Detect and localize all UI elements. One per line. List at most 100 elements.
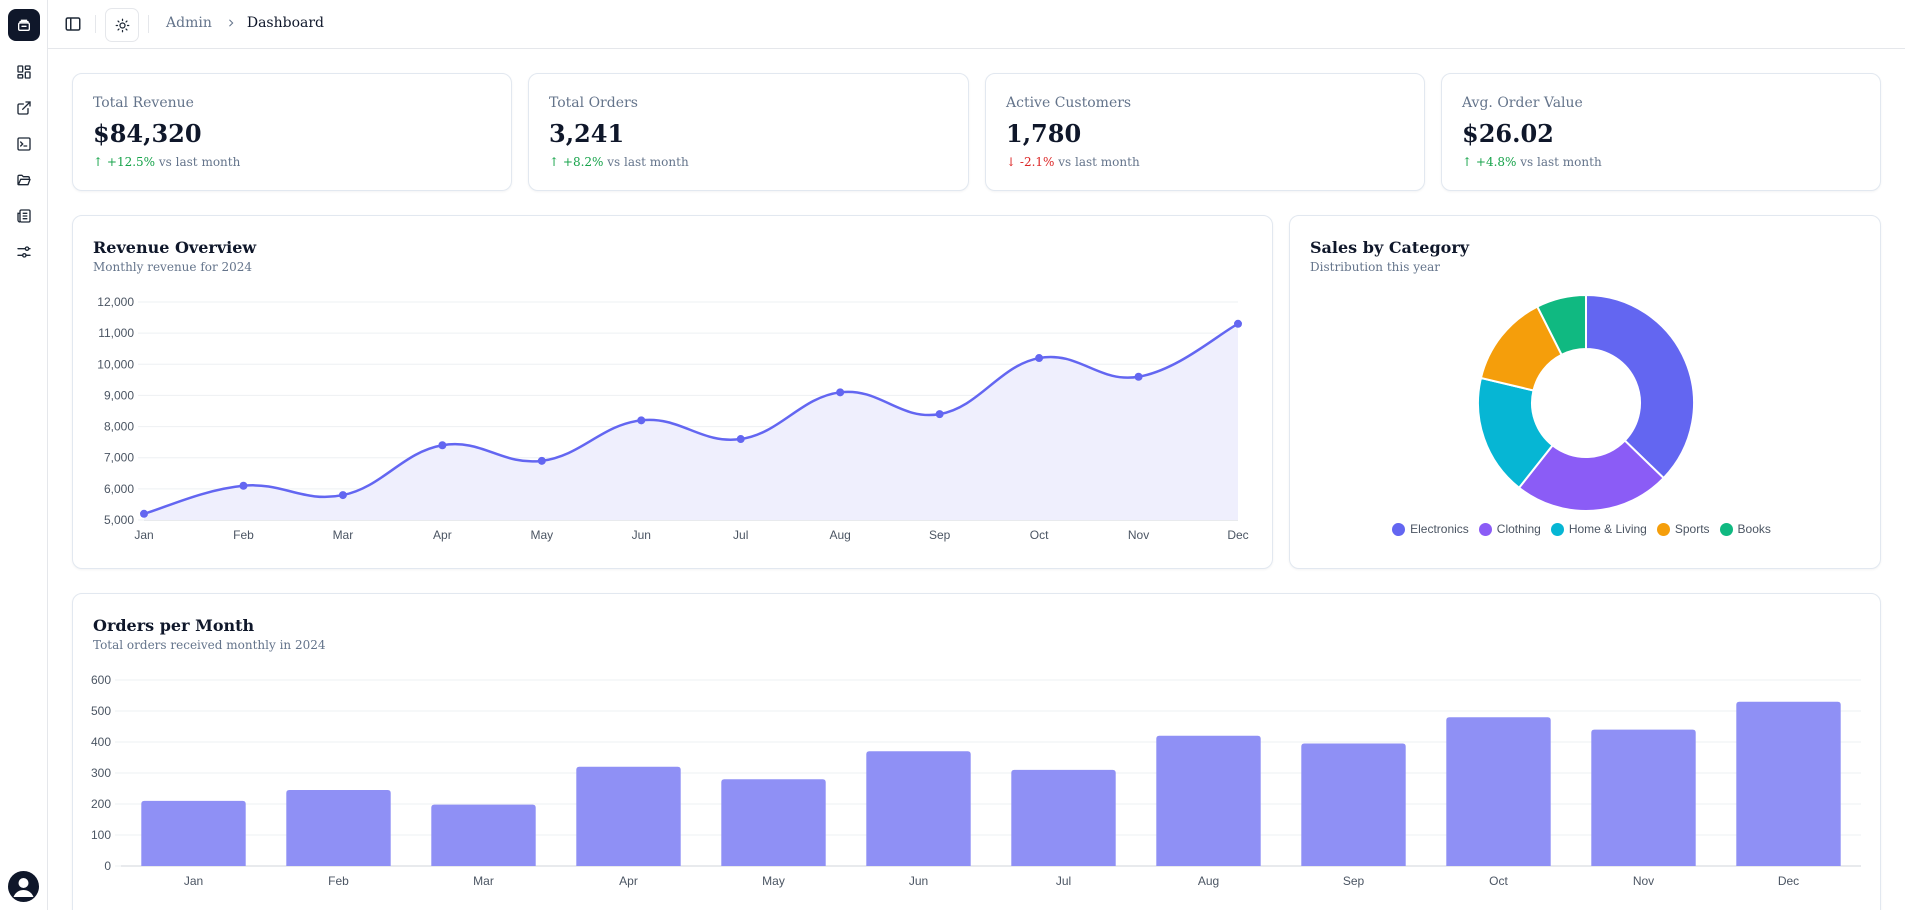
stat-value: 1,780 xyxy=(1006,119,1082,148)
slice-electronics xyxy=(1585,293,1695,480)
legend-item[interactable]: Clothing xyxy=(1478,522,1541,536)
card-title: Sales by Category xyxy=(1310,238,1470,257)
theme-toggle-button[interactable] xyxy=(105,8,139,42)
legend-swatch xyxy=(1550,522,1564,536)
legend-label: Electronics xyxy=(1410,522,1469,536)
trend-up-icon: ↑ xyxy=(93,155,104,169)
data-point xyxy=(239,481,248,490)
nav-terminal[interactable] xyxy=(14,134,34,154)
divider xyxy=(148,15,149,33)
revenue-overview-card: Revenue Overview Monthly revenue for 202… xyxy=(72,215,1273,569)
x-tick-label: Dec xyxy=(1227,528,1248,542)
bar-mar xyxy=(431,804,536,866)
legend-item[interactable]: Sports xyxy=(1656,522,1710,536)
x-tick-label: Aug xyxy=(830,528,851,542)
folder-open-icon xyxy=(17,174,31,186)
legend-swatch xyxy=(1719,522,1733,536)
x-tick-label: Oct xyxy=(1489,874,1508,888)
breadcrumb-current: Dashboard xyxy=(246,15,325,31)
card-title: Revenue Overview xyxy=(93,238,257,257)
stat-label: Active Customers xyxy=(1006,95,1132,111)
sidebar-toggle-button[interactable] xyxy=(64,15,82,33)
stat-delta-value: +8.2% xyxy=(562,155,604,169)
y-tick-label: 7,000 xyxy=(104,451,134,465)
y-tick-label: 0 xyxy=(104,859,111,873)
terminal-icon xyxy=(17,137,31,151)
y-tick-label: 11,000 xyxy=(98,326,134,340)
revenue-area xyxy=(144,323,1238,520)
nav-folders[interactable] xyxy=(14,170,34,190)
data-point xyxy=(736,435,745,444)
stat-delta: ↑ +12.5% vs last month xyxy=(93,155,240,169)
x-tick-label: Feb xyxy=(328,874,349,888)
y-tick-label: 9,000 xyxy=(104,388,134,402)
stat-delta-value: +4.8% xyxy=(1475,155,1517,169)
data-point xyxy=(1035,354,1044,363)
data-point xyxy=(1134,372,1143,381)
x-tick-label: Dec xyxy=(1778,874,1799,888)
x-tick-label: Jan xyxy=(134,528,153,542)
nav-settings[interactable] xyxy=(14,242,34,262)
x-tick-label: Jul xyxy=(733,528,748,542)
x-tick-label: May xyxy=(762,874,785,888)
slice-clothing xyxy=(1517,439,1666,512)
legend-item[interactable]: Home & Living xyxy=(1550,522,1647,536)
stat-delta-suffix: vs last month xyxy=(1058,155,1140,169)
sun-icon xyxy=(115,18,129,32)
bar-sep xyxy=(1301,743,1406,866)
legend-item[interactable]: Books xyxy=(1719,522,1771,536)
data-point xyxy=(637,416,646,425)
y-tick-label: 12,000 xyxy=(97,295,134,309)
sales-by-category-card: Sales by Category Distribution this year xyxy=(1289,215,1881,569)
slice-books xyxy=(1535,293,1587,357)
external-link-icon xyxy=(17,101,31,115)
x-tick-label: Jun xyxy=(632,528,651,542)
stat-delta-value: -2.1% xyxy=(1019,155,1055,169)
x-tick-label: Sep xyxy=(929,528,951,542)
trend-up-icon: ↑ xyxy=(549,155,560,169)
stat-delta-value: +12.5% xyxy=(106,155,156,169)
stat-label: Avg. Order Value xyxy=(1462,95,1583,111)
nav-external[interactable] xyxy=(14,98,34,118)
breadcrumb-admin-link[interactable]: Admin xyxy=(166,15,212,31)
y-tick-label: 600 xyxy=(91,673,111,687)
revenue-line-chart: 5,000 6,000 7,000 8,000 9,000 10,000 11,000 12,… xyxy=(97,295,1248,542)
orders-bar-chart: 0 100 200 300 400 500 600 Jan Feb Mar Apr May Jun Jul… xyxy=(91,673,1861,888)
y-tick-label: 5,000 xyxy=(104,513,134,527)
x-tick-label: Nov xyxy=(1633,874,1654,888)
sliders-icon xyxy=(17,246,31,258)
nav-dashboard[interactable] xyxy=(14,62,34,82)
bar-nov xyxy=(1591,729,1696,866)
stat-label: Total Revenue xyxy=(93,95,194,111)
user-avatar[interactable] xyxy=(8,871,39,902)
card-subtitle: Monthly revenue for 2024 xyxy=(93,260,253,274)
bar-feb xyxy=(286,790,391,866)
data-point xyxy=(935,410,944,419)
stat-delta: ↑ +4.8% vs last month xyxy=(1462,155,1602,169)
data-point xyxy=(836,388,845,397)
revenue-line xyxy=(143,322,1239,515)
orders-per-month-card: Orders per Month Total orders received m… xyxy=(72,593,1881,910)
stat-label: Total Orders xyxy=(549,95,638,111)
nav-news[interactable] xyxy=(14,206,34,226)
stat-delta-suffix: vs last month xyxy=(1520,155,1602,169)
stat-card-total-orders: Total Orders 3,241 ↑ +8.2% vs last month xyxy=(528,73,969,191)
x-tick-label: Mar xyxy=(333,528,354,542)
layout-grid-icon xyxy=(17,65,31,79)
legend-item[interactable]: Electronics xyxy=(1392,522,1469,536)
legend-label: Sports xyxy=(1674,522,1710,536)
app-logo[interactable] xyxy=(8,9,40,41)
trend-down-icon: ↓ xyxy=(1006,155,1017,169)
archive-icon xyxy=(18,19,30,31)
card-subtitle: Distribution this year xyxy=(1310,260,1440,274)
x-tick-label: Jan xyxy=(184,874,203,888)
top-bar: Admin Dashboard xyxy=(48,0,1905,49)
data-point xyxy=(140,509,148,518)
trend-up-icon: ↑ xyxy=(1462,155,1473,169)
category-donut-chart xyxy=(1477,293,1695,512)
bar-jul xyxy=(1011,769,1116,866)
user-icon xyxy=(13,878,34,897)
legend-label: Home & Living xyxy=(1568,522,1647,536)
bar-may xyxy=(721,779,826,866)
x-tick-label: Sep xyxy=(1343,874,1365,888)
